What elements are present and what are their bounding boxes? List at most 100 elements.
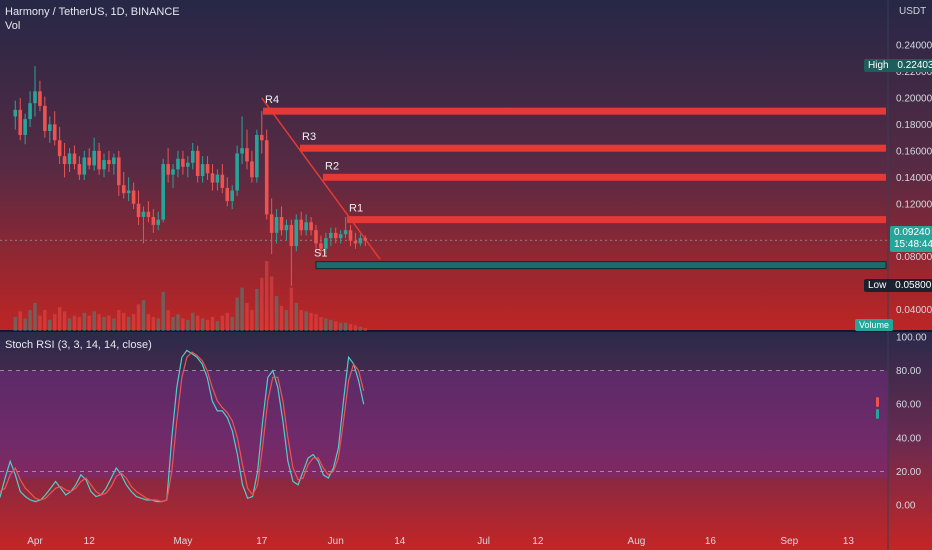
volume-bar <box>200 318 205 331</box>
candle-body <box>171 169 175 175</box>
candle-body <box>23 119 27 135</box>
candle-body <box>314 230 318 244</box>
volume-bar <box>289 287 294 331</box>
candle-body <box>141 211 146 217</box>
volume-bar <box>319 317 323 331</box>
volume-bar <box>112 318 116 331</box>
candle-body <box>112 157 116 165</box>
high-value: 0.22403 <box>897 60 932 71</box>
volume-bar <box>304 311 308 331</box>
last-price-value: 0.09240 <box>894 227 931 238</box>
volume-bar <box>126 317 131 331</box>
candle-body <box>304 222 308 231</box>
candle-body <box>67 153 72 165</box>
volume-bar <box>324 318 328 331</box>
volume-bar <box>250 310 254 331</box>
volume-bar <box>191 312 195 331</box>
candle-body <box>97 150 101 170</box>
candle-body <box>230 190 234 202</box>
rsi-tick-label: 40.00 <box>896 433 921 444</box>
level-label-r3: R3 <box>302 131 316 143</box>
candle-body <box>338 234 343 239</box>
level-label-r4: R4 <box>265 94 279 106</box>
volume-bar <box>309 312 313 331</box>
low-badge: Low 0.05800 <box>864 279 932 292</box>
stoch-d-marker <box>876 397 879 407</box>
resistance-level-r3 <box>300 144 886 152</box>
low-value: 0.05800 <box>895 280 932 291</box>
date-tick-label: Apr <box>27 536 43 547</box>
volume-bar <box>146 314 151 331</box>
candle-body <box>299 219 304 231</box>
candle-body <box>117 157 121 186</box>
candle-body <box>220 174 225 188</box>
candle-body <box>255 134 259 178</box>
candle-body <box>156 219 161 225</box>
price-tick-label: 0.14000 <box>896 173 932 184</box>
candle-body <box>18 109 23 135</box>
date-tick-label: 12 <box>84 536 96 547</box>
candle-body <box>57 140 62 157</box>
candle-body <box>240 148 244 154</box>
stoch-k-marker <box>876 409 879 419</box>
candle-body <box>210 173 215 183</box>
candle-body <box>131 190 136 204</box>
volume-bar <box>13 317 17 331</box>
candle-body <box>121 185 126 194</box>
candle-body <box>259 134 264 141</box>
candle-body <box>353 240 358 244</box>
volume-bar <box>230 317 234 331</box>
candle-body <box>333 232 338 239</box>
date-tick-label: 17 <box>256 536 268 547</box>
candle-body <box>102 160 106 170</box>
volume-bar <box>161 291 165 331</box>
last-price-badge: 0.09240 15:48:44 <box>890 226 932 252</box>
candle-body <box>348 230 353 241</box>
volume-bar <box>122 312 126 331</box>
volume-bar <box>18 311 22 331</box>
stoch-k-line <box>0 349 365 503</box>
volume-bar <box>225 312 229 331</box>
candle-body <box>28 103 32 120</box>
volume-bar <box>171 317 175 331</box>
volume-bar <box>87 315 91 331</box>
candle-body <box>190 150 195 163</box>
volume-bar <box>294 303 298 331</box>
candle-body <box>107 160 111 165</box>
volume-bar <box>82 312 86 331</box>
candle-body <box>47 124 52 131</box>
price-tick-label: 0.24000 <box>896 41 932 52</box>
candle-body <box>309 222 313 231</box>
volume-bar <box>269 276 274 331</box>
candle-body <box>363 238 368 241</box>
volume-bar <box>195 315 200 331</box>
volume-badge: Volume <box>855 319 894 331</box>
candle-body <box>87 157 92 166</box>
candle-body <box>294 219 299 247</box>
candle-body <box>72 153 77 165</box>
price-tick-label: 0.12000 <box>896 199 932 210</box>
stoch-band-fill <box>0 371 888 478</box>
high-label: High <box>868 60 889 71</box>
candle-body <box>181 158 185 167</box>
resistance-level-r2 <box>323 173 886 181</box>
date-tick-label: Jul <box>477 536 490 547</box>
candle-body <box>161 164 165 220</box>
volume-bar <box>62 311 67 331</box>
candle-body <box>77 164 82 175</box>
candle-body <box>126 190 131 194</box>
volume-bar <box>358 326 363 331</box>
volume-bar <box>353 325 358 331</box>
rsi-tick-label: 20.00 <box>896 467 921 478</box>
candle-body <box>279 216 284 231</box>
candle-body <box>166 164 170 175</box>
volume-bar <box>23 318 27 331</box>
candle-body <box>33 91 37 104</box>
volume-bar <box>141 300 146 331</box>
date-tick-label: 13 <box>843 536 855 547</box>
volume-bar <box>166 310 170 331</box>
volume-bar <box>136 304 141 331</box>
candle-body <box>274 216 279 233</box>
